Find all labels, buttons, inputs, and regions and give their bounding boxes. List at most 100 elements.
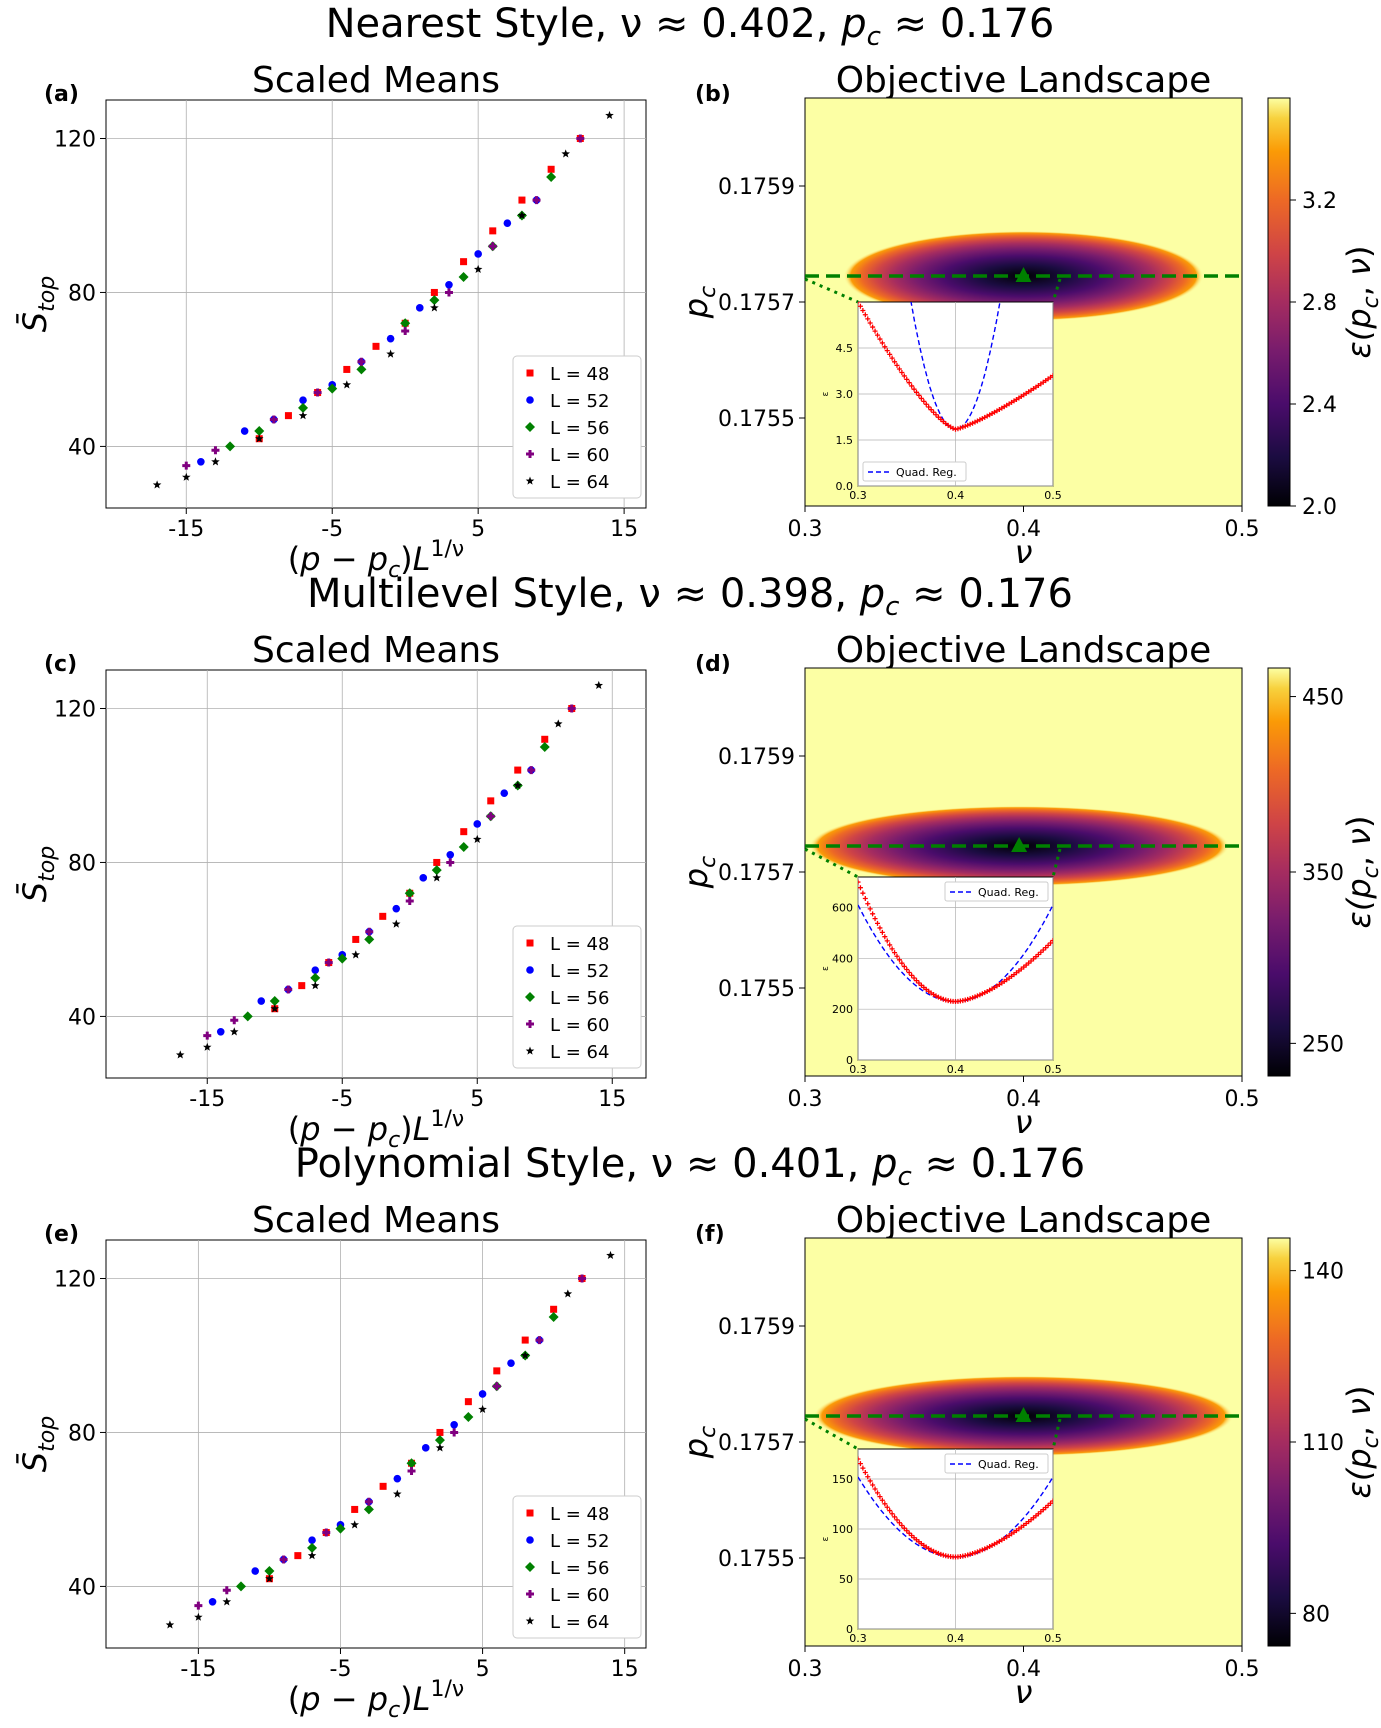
series-marker [342, 380, 352, 389]
inset-x-tick: 0.5 [1044, 489, 1062, 502]
inset-point [955, 426, 961, 432]
inset-legend [862, 461, 967, 482]
series-marker [335, 1523, 346, 1534]
x-tick-label: -15 [168, 517, 204, 542]
inset-point [957, 425, 963, 431]
y-tick-label: 0.1757 [718, 861, 795, 886]
series-marker [298, 402, 309, 413]
panel-title: Objective Landscape [836, 630, 1212, 671]
inset-x-tick: 0.4 [947, 489, 965, 502]
series-marker [578, 1274, 587, 1283]
x-tick-label: 0.5 [1225, 1087, 1260, 1112]
legend-entry: L = 60 [550, 1585, 609, 1606]
y-tick-label: 0.1759 [718, 1315, 795, 1340]
inset-series [858, 302, 1053, 432]
x-tick-label: 0.5 [1225, 517, 1260, 542]
series-marker [576, 134, 585, 143]
inset-x-tick: 0.3 [849, 1063, 867, 1076]
colorbar-label: ε(pc, ν) [1340, 246, 1381, 359]
inset-point [870, 324, 876, 330]
series-marker [222, 1597, 232, 1606]
y-axis-label: pc [677, 1426, 721, 1459]
panel-label: (b) [695, 82, 731, 107]
series-marker [526, 396, 534, 404]
inset-point [1050, 373, 1053, 379]
series-marker [535, 1336, 544, 1345]
inset-point [887, 351, 893, 357]
colorbar-tick: 350 [1302, 861, 1344, 886]
y-tick-label: 0.1755 [718, 1547, 795, 1572]
scaled-means-panel: (e) Scaled Means -15 -5 5 15 40 80 120 (p − pc)L1… [15, 1200, 647, 1723]
inset-point [858, 1461, 863, 1467]
y-tick-label: 0.1755 [718, 407, 795, 432]
y-axis-label: S̄top [15, 846, 60, 902]
colorbar-tick: 450 [1302, 686, 1344, 711]
series-marker [379, 1482, 387, 1490]
inset-point [972, 1550, 978, 1556]
inset-point [967, 996, 973, 1002]
y-axis-label: pc [677, 856, 721, 889]
series-marker [257, 997, 266, 1005]
inset-x-tick: 0.5 [1044, 1632, 1062, 1645]
series-marker [327, 383, 338, 394]
colorbar: 3.2 2.8 2.4 2.0 ε(pc, ν) [1267, 97, 1381, 520]
series-marker [308, 1536, 316, 1545]
series-marker [269, 996, 280, 1007]
series-marker [478, 1404, 487, 1413]
inset-y-label: ε [821, 966, 831, 971]
inset-point [865, 316, 871, 322]
inset-point [889, 1511, 895, 1517]
series-L64 [176, 680, 603, 1059]
series-marker [216, 1028, 225, 1036]
inset-point [894, 953, 900, 959]
inset-point [967, 1551, 973, 1557]
inset-point [870, 911, 876, 917]
panel-title: Scaled Means [252, 60, 500, 101]
row-group: Multilevel Style, ν ≈ 0.398, pc ≈ 0.176 (… [15, 571, 1381, 1153]
series-marker [450, 1428, 459, 1437]
x-tick-label: 5 [471, 517, 485, 542]
inset-legend-text: Quad. Reg. [978, 1458, 1039, 1471]
series-marker [434, 1435, 445, 1446]
x-axis-label: (p − pc)L1/ν [288, 1107, 464, 1153]
inset-point [879, 1497, 885, 1503]
inset-legend-text: Quad. Reg. [896, 466, 957, 479]
series-marker [526, 369, 534, 377]
colorbar: 140 110 80 ε(pc, ν) [1267, 1237, 1381, 1647]
series-marker [526, 1536, 534, 1544]
series-marker [405, 896, 414, 905]
x-tick-label: 5 [470, 1087, 484, 1112]
inset-point [877, 1494, 883, 1500]
inset-point [1050, 1498, 1053, 1504]
inset-point [926, 404, 932, 410]
series-marker [392, 904, 401, 913]
inset-series [858, 1456, 1053, 1560]
series-marker [406, 1458, 417, 1469]
inset-point [879, 929, 885, 935]
series-marker [487, 797, 495, 805]
series-marker [165, 1620, 175, 1629]
inset-point [862, 312, 868, 318]
series-marker [446, 850, 455, 859]
inset-point [940, 996, 946, 1002]
inset-point [899, 960, 905, 966]
inset-point [887, 942, 893, 948]
inset-y-tick: 3.0 [836, 388, 854, 401]
series-marker [351, 1505, 359, 1513]
y-axis-label: pc [677, 286, 721, 319]
series-marker [460, 828, 468, 836]
series-marker [518, 196, 526, 204]
series-marker [554, 719, 563, 728]
inset-point [875, 920, 880, 926]
inset-plot: 0.3 0.4 0.5 0.0 1.5 3.0 4.5 ε Quad. Reg. [821, 301, 1062, 502]
series-marker [392, 919, 401, 928]
minimum-marker [1011, 837, 1028, 852]
series-marker [364, 934, 375, 945]
row-group: Nearest Style, ν ≈ 0.402, pc ≈ 0.176 (a) S… [15, 1, 1381, 583]
legend-entry: L = 60 [550, 445, 609, 466]
inset-series [858, 879, 1053, 1005]
series-marker [473, 264, 483, 273]
